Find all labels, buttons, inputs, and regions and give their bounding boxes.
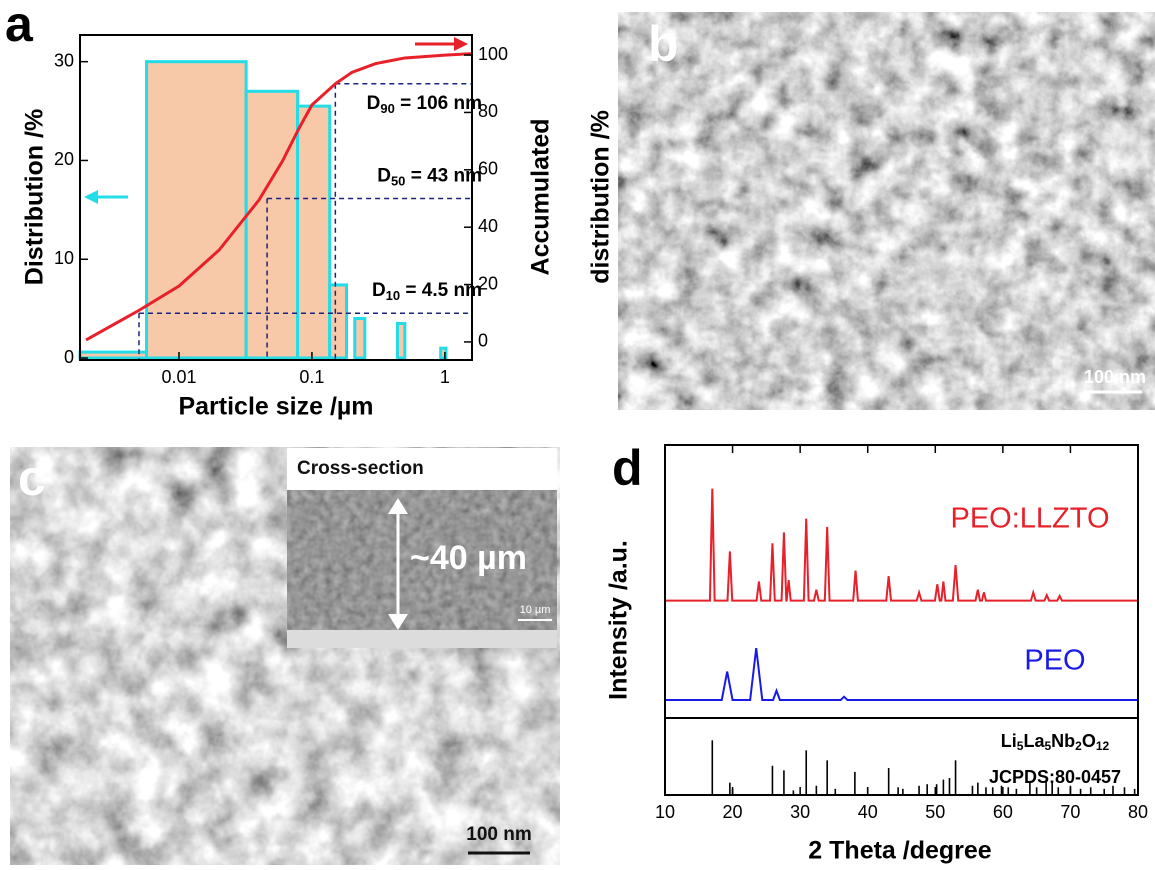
histogram-bar — [298, 106, 330, 358]
histogram-bar — [246, 91, 297, 358]
x-tick-label: 80 — [1128, 802, 1148, 822]
x-tick-label: 60 — [993, 802, 1013, 822]
y2-axis-label: distribution /% — [587, 110, 615, 284]
y2-tick-label: 80 — [478, 101, 498, 121]
label-main: D — [377, 166, 391, 187]
x-axis-label: 2 Theta /degree — [808, 837, 991, 865]
scale-bar-label: 100 nm — [1084, 367, 1146, 387]
y2-axis-label: Accumulated — [527, 119, 555, 276]
label-rest: = 106 nm — [395, 93, 482, 114]
panel-label: d — [612, 440, 643, 496]
x-tick-label: 10 — [655, 802, 675, 822]
arrow-head — [84, 190, 98, 204]
label-main: D — [372, 280, 386, 301]
formula-element: O — [1082, 731, 1096, 751]
y-axis-label: Distribution /% — [21, 109, 49, 285]
sem-image-b — [618, 12, 1155, 410]
y2-tick-label: 100 — [478, 44, 508, 64]
y-tick-label: 10 — [54, 248, 74, 268]
y2-tick-label: 20 — [478, 273, 498, 293]
panel-label: b — [648, 16, 679, 72]
x-tick-label: 20 — [723, 802, 743, 822]
arrow-head — [454, 37, 468, 51]
figure: b 100 nm c Cross-section ~40 µm 10 µm 10… — [0, 0, 1155, 870]
scale-bar-label: 100 nm — [466, 824, 531, 845]
label-rest: = 4.5 nm — [400, 280, 482, 301]
series-label: PEO:LLZTO — [950, 503, 1109, 535]
panel-label: c — [18, 450, 46, 506]
label-main: D — [367, 93, 381, 114]
guide-label: D50 = 43 nm — [377, 166, 482, 189]
thickness-label: ~40 µm — [410, 539, 527, 577]
label-sub: 10 — [386, 289, 400, 304]
y-tick-label: 30 — [54, 50, 74, 70]
pdf-card: JCPDS:80-0457 — [989, 767, 1121, 787]
y2-tick-label: 60 — [478, 159, 498, 179]
formula-element: Li — [1001, 731, 1017, 751]
y-axis-label: Intensity /a.u. — [605, 540, 633, 700]
inset-substrate — [287, 630, 557, 648]
histogram-bar — [397, 323, 404, 358]
x-axis-label: Particle size /µm — [178, 393, 373, 421]
histogram-bar — [355, 319, 365, 359]
phase-formula: Li5La5Nb2O12 — [1001, 731, 1110, 753]
x-tick-label: 0.1 — [299, 367, 324, 387]
y2-tick-label: 0 — [478, 331, 488, 351]
x-tick-label: 1 — [440, 367, 450, 387]
page: b 100 nm c Cross-section ~40 µm 10 µm 10… — [0, 0, 1155, 870]
guide-label: D10 = 4.5 nm — [372, 280, 482, 303]
histogram-bar — [330, 285, 347, 358]
label-sub: 90 — [380, 101, 394, 116]
y-tick-label: 0 — [64, 347, 74, 367]
formula-element: La — [1023, 731, 1045, 751]
panel-label: a — [5, 0, 34, 52]
y2-tick-label: 40 — [478, 216, 498, 236]
series-label: PEO — [1024, 645, 1085, 677]
x-tick-label: 40 — [858, 802, 878, 822]
inset-title: Cross-section — [297, 458, 424, 479]
formula-element: Nb — [1051, 731, 1075, 751]
inset-scale-label: 10 µm — [520, 604, 551, 616]
label-sub: 50 — [391, 174, 405, 189]
x-tick-label: 30 — [790, 802, 810, 822]
formula-sub: 12 — [1096, 739, 1110, 753]
x-tick-label: 70 — [1060, 802, 1080, 822]
x-tick-label: 0.01 — [161, 367, 196, 387]
label-rest: = 43 nm — [405, 166, 482, 187]
histogram-bar — [80, 352, 147, 358]
y-tick-label: 20 — [54, 149, 74, 169]
x-tick-label: 50 — [925, 802, 945, 822]
